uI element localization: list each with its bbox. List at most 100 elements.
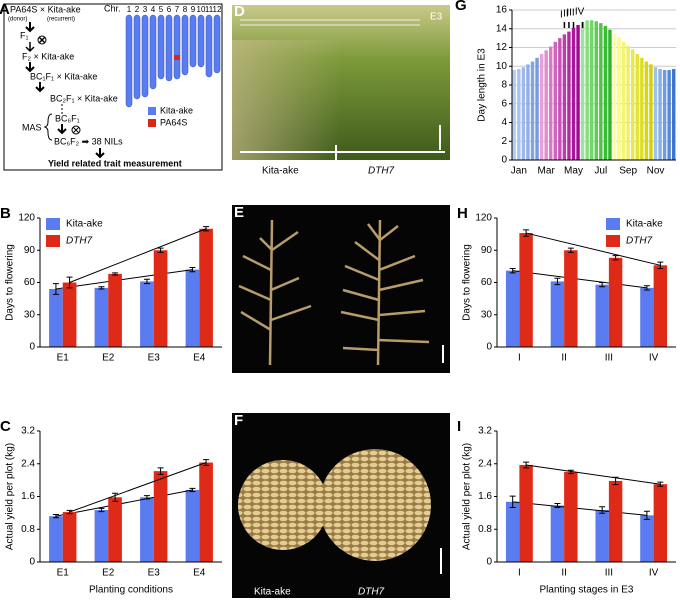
chromosome	[189, 14, 197, 68]
chromosome	[141, 14, 149, 98]
arrow	[35, 82, 45, 93]
bar	[595, 284, 609, 347]
bar	[612, 33, 617, 160]
bar	[62, 512, 77, 562]
y-tick-label: 0	[486, 342, 492, 353]
legend-label: DTH7	[626, 236, 653, 247]
bar	[635, 54, 639, 160]
bar	[667, 70, 671, 160]
y-axis-title: Days to flowering	[5, 244, 16, 321]
bar	[590, 20, 594, 160]
y-tick-label: 0	[501, 155, 507, 166]
arrow	[25, 36, 46, 53]
bar	[94, 510, 109, 562]
panel-label: I	[457, 418, 461, 435]
annotation: IV	[575, 7, 585, 18]
axes	[39, 218, 222, 348]
error-bar	[112, 492, 119, 502]
scheme-text: F₁	[20, 30, 29, 40]
trend-line	[526, 464, 661, 485]
y-tick-label: 0	[29, 342, 35, 353]
x-tick-label: E2	[102, 353, 115, 364]
legend-label: Kita-ake	[626, 219, 663, 230]
y-tick-label: 12	[496, 42, 508, 53]
bar	[185, 489, 200, 562]
bar	[580, 22, 585, 160]
chr-number: 10	[197, 5, 206, 14]
scheme-text: F₂ × Kita-ake	[22, 51, 74, 61]
error-bar	[567, 469, 574, 475]
bar	[672, 69, 676, 160]
bar	[653, 484, 668, 562]
y-tick-label: 30	[24, 309, 36, 320]
x-tick-label: III	[605, 353, 613, 364]
site-label: E3	[430, 12, 443, 23]
y-tick-label: 60	[481, 277, 493, 288]
y-tick-label: 30	[481, 309, 493, 320]
bar	[505, 270, 520, 347]
photo-label: DTH7	[368, 166, 395, 177]
y-tick-label: 0.8	[478, 524, 492, 535]
bar	[594, 21, 598, 160]
panicle-photo	[232, 205, 450, 373]
bar	[108, 273, 122, 347]
bar	[505, 501, 520, 562]
bar	[553, 41, 557, 160]
legend-swatch	[148, 119, 156, 127]
chr-number: 9	[191, 5, 196, 14]
x-tick-label: Jan	[511, 166, 527, 177]
legend-label: Kita-ake	[66, 219, 103, 230]
bar	[526, 64, 530, 160]
bar	[564, 250, 578, 347]
error-bar	[567, 247, 574, 253]
scheme-text: BC₂F₁ × Kita-ake	[50, 93, 118, 103]
bar	[185, 269, 200, 347]
error-bar	[157, 467, 164, 475]
chr-number: 3	[143, 5, 148, 14]
error-bar	[554, 502, 561, 509]
scheme-text: (donor)	[8, 17, 27, 23]
x-tick-label: E4	[193, 353, 206, 364]
y-axis-title: Days to flowering	[462, 244, 473, 321]
legend-swatch	[606, 235, 620, 247]
legend-swatch	[46, 235, 60, 247]
bar	[153, 250, 168, 347]
chr-number: 5	[159, 5, 164, 14]
bar	[571, 27, 576, 160]
photo-label: Kita-ake	[254, 587, 291, 598]
bar	[199, 462, 213, 562]
chromosome	[165, 14, 173, 82]
y-tick-label: 0	[486, 557, 492, 568]
y-tick-label: 90	[481, 245, 493, 256]
legend-label: PA64S	[160, 117, 187, 127]
x-tick-label: III	[605, 568, 613, 579]
chromosome	[213, 14, 221, 74]
x-tick-label: I	[518, 568, 521, 579]
grains	[319, 449, 431, 561]
y-tick-label: 14	[496, 23, 508, 34]
y-tick-label: 6	[501, 98, 507, 109]
bar	[640, 287, 654, 347]
scheme-text: PA64S × Kita-ake	[10, 4, 81, 14]
bar	[564, 471, 578, 562]
bar	[549, 46, 553, 160]
x-tick-label: II	[561, 353, 567, 364]
y-tick-label: 3.2	[21, 426, 35, 437]
bar	[599, 23, 603, 160]
y-tick-label: 1.6	[21, 491, 35, 502]
selfing	[37, 35, 47, 45]
annotation: III	[566, 8, 574, 19]
trend-line	[512, 501, 647, 516]
bar	[558, 38, 562, 160]
y-tick-label: 120	[18, 213, 35, 224]
axes	[496, 218, 676, 348]
y-tick-label: 3.2	[478, 426, 492, 437]
grains	[238, 460, 328, 550]
error-bar	[554, 277, 561, 286]
bar	[153, 471, 168, 562]
y-tick-label: 4	[501, 117, 507, 128]
x-tick-label: E1	[57, 353, 70, 364]
y-tick-label: 10	[496, 61, 508, 72]
bar	[517, 69, 521, 160]
